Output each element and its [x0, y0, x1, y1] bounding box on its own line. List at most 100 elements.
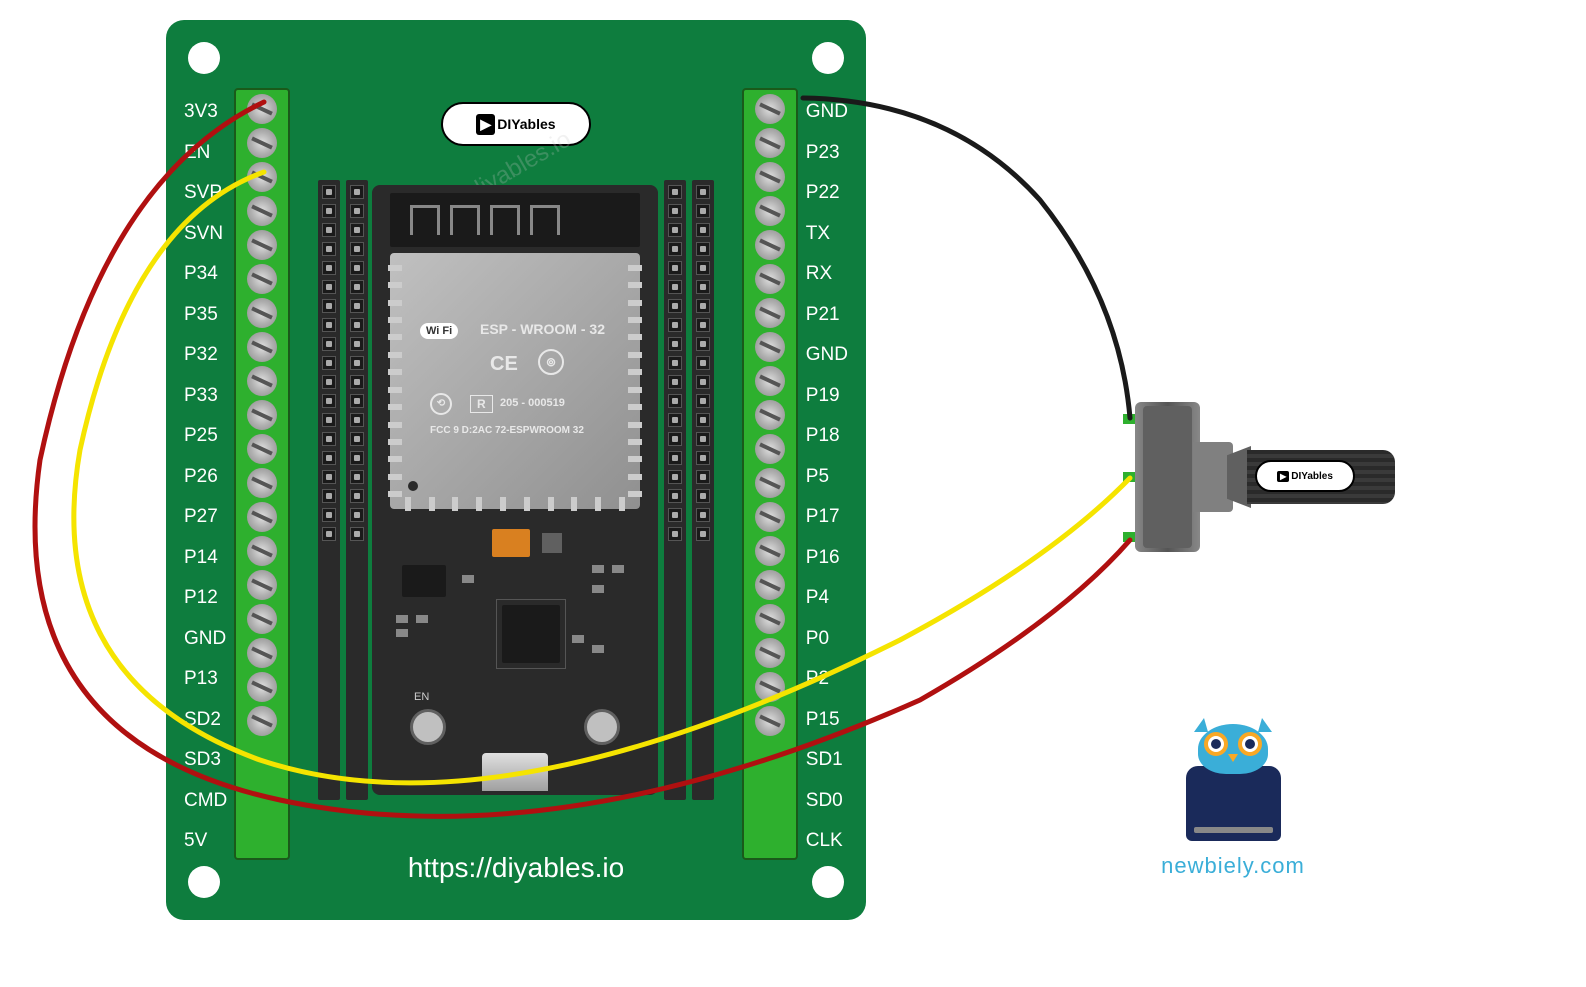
terminal-screw: [755, 264, 785, 294]
pin-label-p35: P35: [184, 295, 227, 336]
terminal-screw: [755, 536, 785, 566]
terminal-screw: [247, 638, 277, 668]
right-header-outer: [692, 180, 714, 800]
pin-label-p18: P18: [806, 416, 848, 457]
potentiometer: ▶ DIYables: [1095, 392, 1395, 562]
mounting-hole: [188, 42, 220, 74]
terminal-screw: [247, 128, 277, 158]
owl-icon: [1186, 766, 1281, 841]
terminal-screw: [247, 468, 277, 498]
pin-label-p34: P34: [184, 254, 227, 295]
pin-label-svn: SVN: [184, 214, 227, 255]
terminal-screw: [247, 536, 277, 566]
pin-label-sd2: SD2: [184, 700, 227, 741]
en-button[interactable]: [410, 709, 446, 745]
left-pin-labels: 3V3ENSVPSVNP34P35P32P33P25P26P27P14P12GN…: [184, 92, 227, 862]
pin-label-p22: P22: [806, 173, 848, 214]
terminal-screw: [755, 570, 785, 600]
pin-label-p33: P33: [184, 376, 227, 417]
terminal-screw: [247, 332, 277, 362]
pin-label-sd3: SD3: [184, 740, 227, 781]
pin-label-gnd: GND: [806, 92, 848, 133]
pin-label-p16: P16: [806, 538, 848, 579]
terminal-screw: [247, 162, 277, 192]
pin-label-p15: P15: [806, 700, 848, 741]
terminal-screw: [247, 502, 277, 532]
pin-label-p2: P2: [806, 659, 848, 700]
mounting-hole: [812, 866, 844, 898]
terminal-screw: [755, 638, 785, 668]
pin-label-sd0: SD0: [806, 781, 848, 822]
board-url: https://diyables.io: [408, 852, 624, 884]
pin-label-tx: TX: [806, 214, 848, 255]
ce-mark: CE: [490, 353, 518, 376]
pin-label-cmd: CMD: [184, 781, 227, 822]
pin-label-en: EN: [184, 133, 227, 174]
terminal-screw: [755, 196, 785, 226]
fcc-id: FCC 9 D:2AC 72-ESPWROOM 32: [430, 425, 584, 436]
pin-label-svp: SVP: [184, 173, 227, 214]
terminal-screw: [247, 196, 277, 226]
module-name: ESP - WROOM - 32: [480, 321, 605, 337]
newbiely-logo: newbiely.com: [1148, 720, 1318, 879]
newbiely-text: newbiely.com: [1148, 853, 1318, 879]
terminal-screw: [755, 162, 785, 192]
pin1-dot: [408, 481, 418, 491]
terminal-screw: [755, 604, 785, 634]
terminal-screw: [247, 230, 277, 260]
pin-label-gnd: GND: [806, 335, 848, 376]
pin-label-p17: P17: [806, 497, 848, 538]
right-terminal-strip: [742, 88, 798, 860]
terminal-screw: [755, 706, 785, 736]
right-header-inner: [664, 180, 686, 800]
mounting-hole: [188, 866, 220, 898]
pot-body: [1135, 402, 1200, 552]
pin-label-p21: P21: [806, 295, 848, 336]
pin-label-clk: CLK: [806, 821, 848, 862]
terminal-screw: [247, 604, 277, 634]
terminal-screw: [247, 434, 277, 464]
boot-button[interactable]: [584, 709, 620, 745]
terminal-screw: [755, 400, 785, 430]
pin-label-p23: P23: [806, 133, 848, 174]
terminal-screw: [755, 230, 785, 260]
en-button-label: EN: [414, 691, 429, 703]
esp32-module: Wi Fi ESP - WROOM - 32 CE ⊚ ⟲ R 205 - 00…: [372, 185, 658, 795]
pin-label-p26: P26: [184, 457, 227, 498]
pin-label-p5: P5: [806, 457, 848, 498]
pin-label-p0: P0: [806, 619, 848, 660]
serial-number: 205 - 000519: [500, 397, 565, 409]
pin-label-p14: P14: [184, 538, 227, 579]
usb-connector: [482, 753, 548, 791]
pin-label-p12: P12: [184, 578, 227, 619]
terminal-screw: [755, 672, 785, 702]
pin-label-p4: P4: [806, 578, 848, 619]
terminal-screw: [247, 298, 277, 328]
terminal-screw: [247, 366, 277, 396]
capacitor: [492, 529, 530, 557]
terminal-screw: [755, 502, 785, 532]
terminal-screw: [755, 128, 785, 158]
esp32-expansion-board: ▶ DIYables https://diyables.io https://d…: [166, 20, 866, 920]
terminal-screw: [755, 468, 785, 498]
left-header-outer: [318, 180, 340, 800]
r-mark: R: [470, 395, 493, 413]
regulator-chip: [402, 565, 446, 597]
rf-shield: Wi Fi ESP - WROOM - 32 CE ⊚ ⟲ R 205 - 00…: [390, 253, 640, 509]
terminal-screw: [755, 298, 785, 328]
pin-label-rx: RX: [806, 254, 848, 295]
terminal-screw: [247, 570, 277, 600]
pin-label-sd1: SD1: [806, 740, 848, 781]
terminal-screw: [247, 672, 277, 702]
terminal-screw: [755, 366, 785, 396]
left-header-inner: [346, 180, 368, 800]
pin-label-p27: P27: [184, 497, 227, 538]
terminal-screw: [755, 332, 785, 362]
left-terminal-strip: [234, 88, 290, 860]
pin-label-gnd: GND: [184, 619, 227, 660]
pin-label-p19: P19: [806, 376, 848, 417]
right-pin-labels: GNDP23P22TXRXP21GNDP19P18P5P17P16P4P0P2P…: [806, 92, 848, 862]
terminal-screw: [247, 264, 277, 294]
terminal-screw: [247, 706, 277, 736]
mounting-hole: [812, 42, 844, 74]
